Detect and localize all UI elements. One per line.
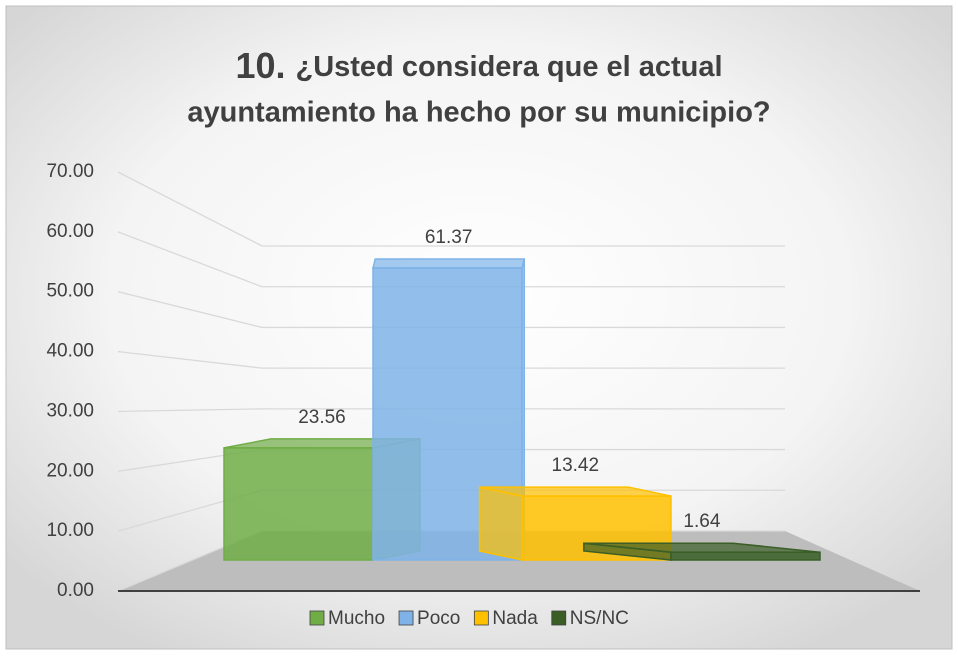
y-tick-label: 60.00 [46,221,94,242]
y-tick-label: 70.00 [46,161,94,182]
bar-side [478,486,523,561]
bar-top [372,258,526,269]
legend-label: Nada [492,608,538,629]
bar [223,447,374,561]
grid-line [117,231,785,288]
data-label: 13.42 [552,455,600,476]
grid-line [117,291,785,329]
legend-swatch [473,610,489,626]
y-tick-label: 0.00 [57,580,94,601]
grid-line [117,350,785,369]
legend-swatch [398,610,414,626]
data-label: 61.37 [425,227,473,248]
chart-title-line2: ayuntamiento ha hecho por su municipio? [187,97,770,129]
y-tick-label: 40.00 [46,341,94,362]
grid-line [117,171,785,247]
y-tick-label: 50.00 [46,281,94,302]
legend-swatch [551,610,567,626]
legend-swatch [309,610,325,626]
title-text: ¿Usted considera que el actual [295,51,722,83]
y-tick-label: 20.00 [46,460,94,481]
title-number: 10. [235,45,285,86]
legend-label: NS/NC [570,608,629,629]
y-tick-label: 10.00 [46,520,94,541]
legend-label: Mucho [328,608,385,629]
data-label: 1.64 [683,511,720,532]
chart-title: 10. ¿Usted considera que el actual [235,45,722,86]
data-label: 23.56 [298,407,346,428]
grid-line [117,408,785,413]
legend-label: Poco [417,608,460,629]
y-tick-label: 30.00 [46,400,94,421]
bar [670,551,821,561]
